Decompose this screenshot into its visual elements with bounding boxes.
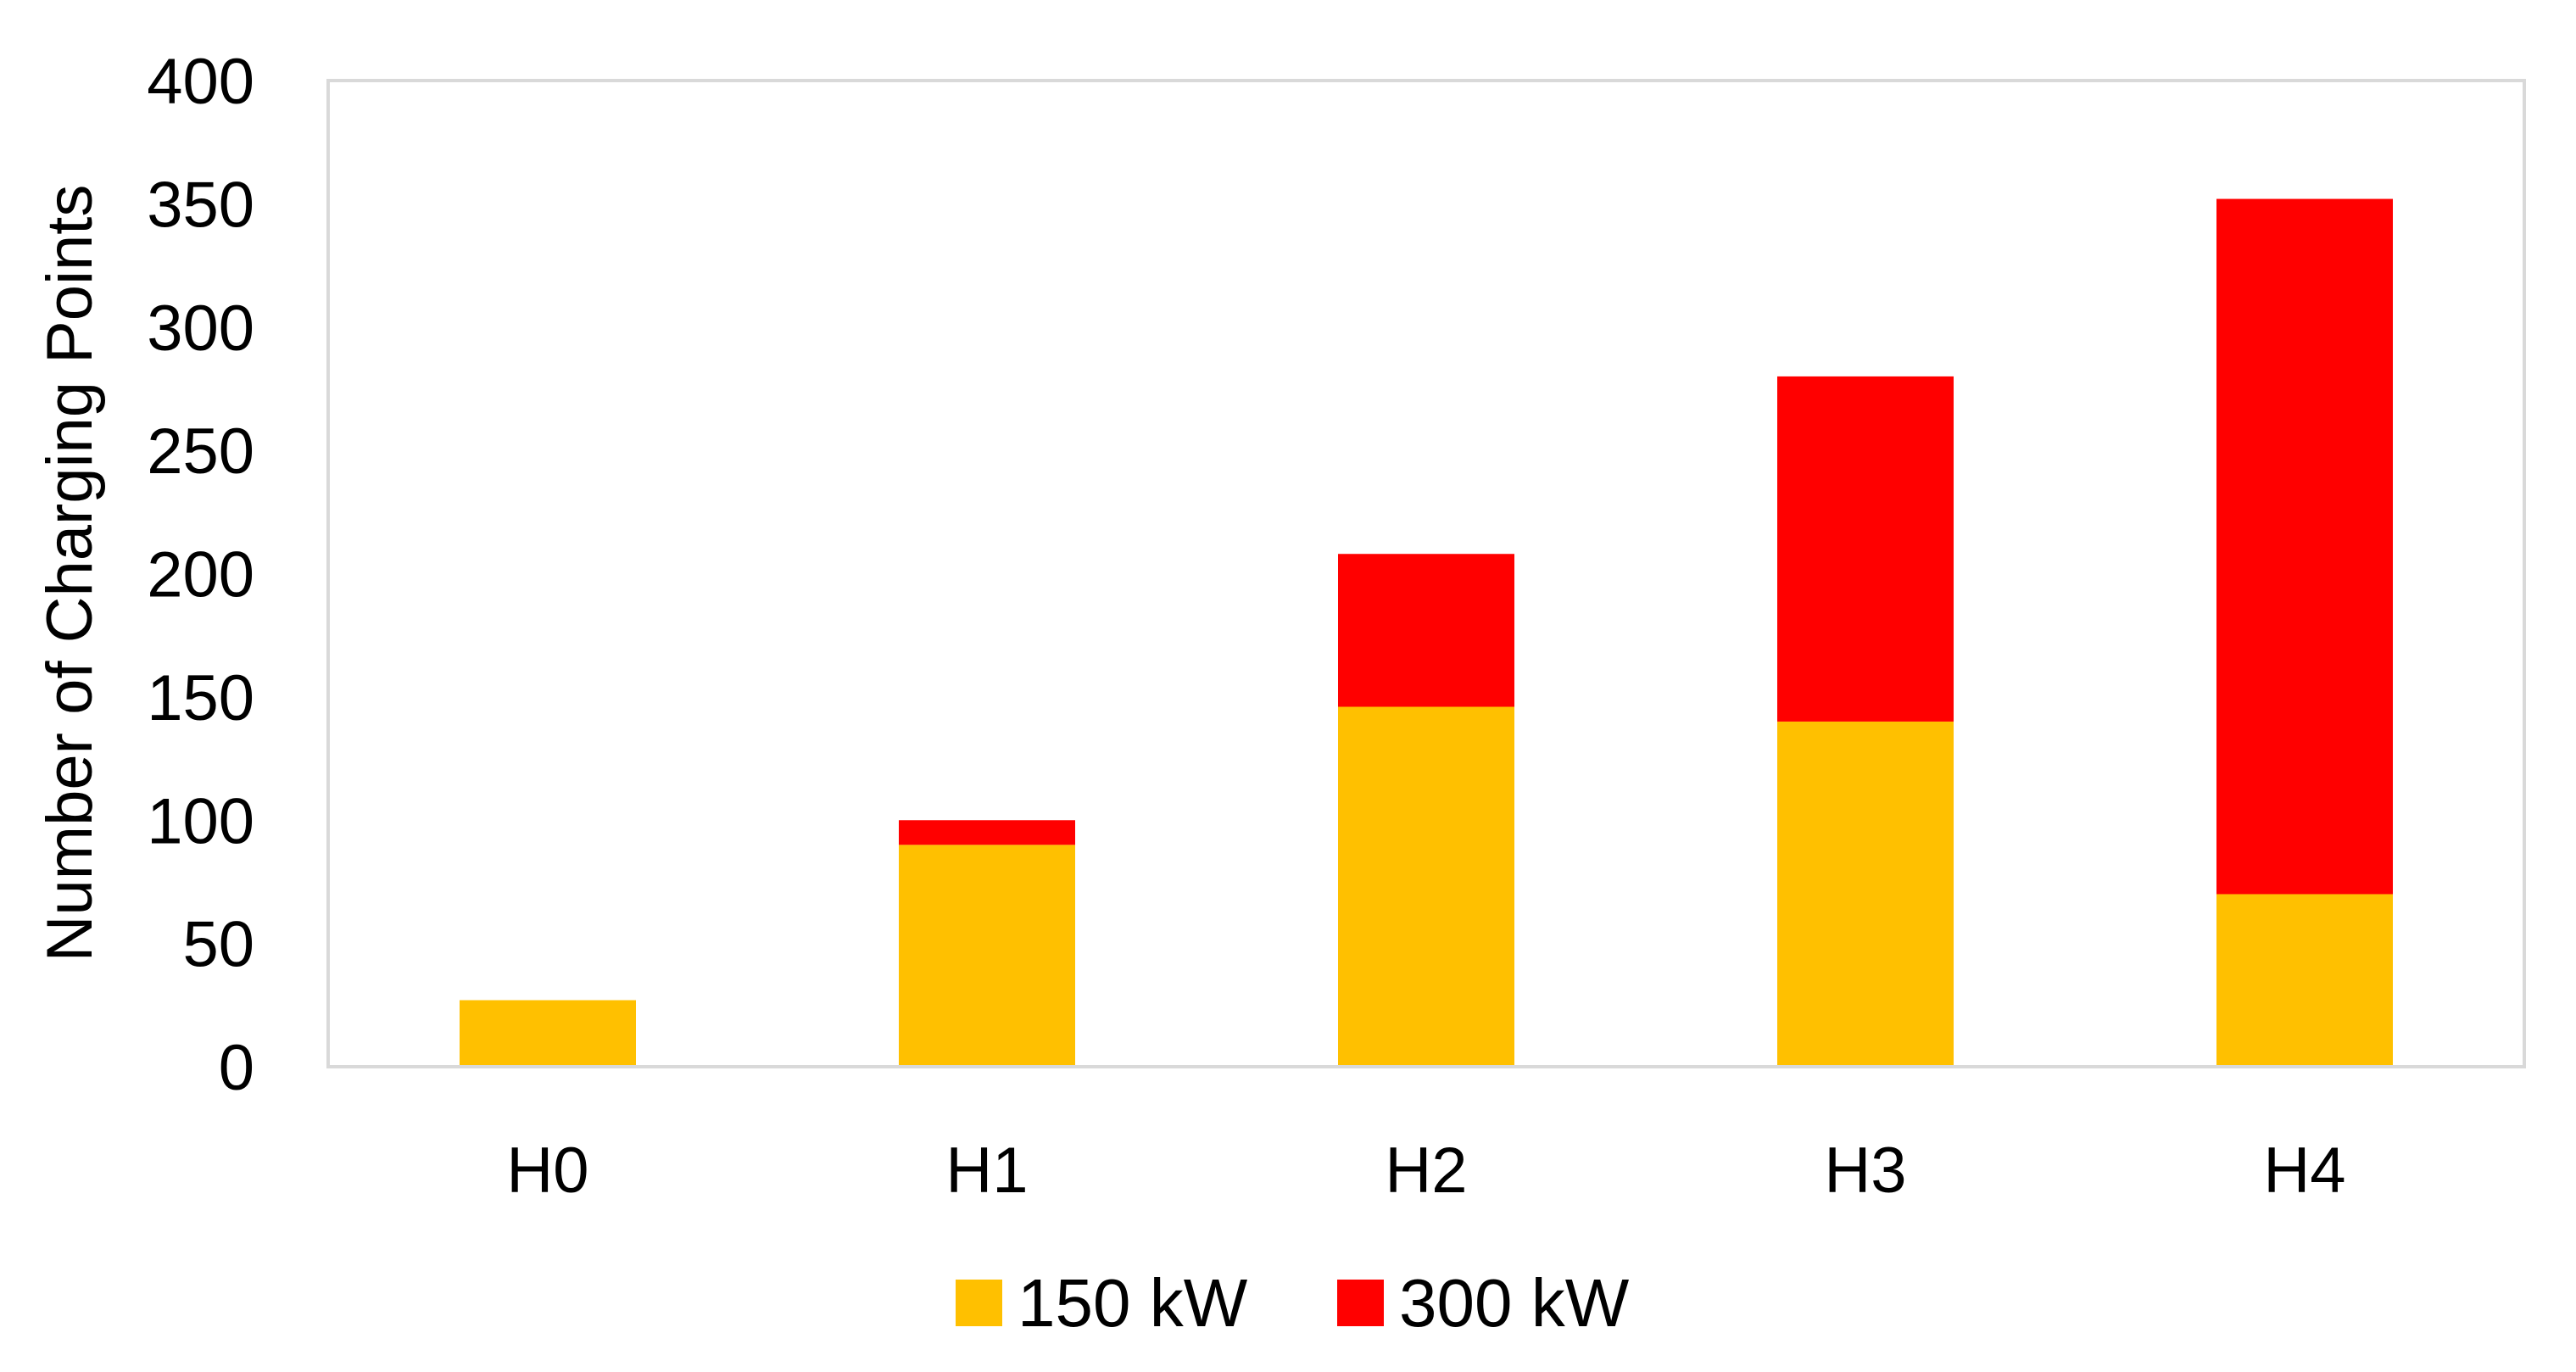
y-tick-label: 250 xyxy=(147,416,254,488)
x-tick-label: H3 xyxy=(1824,1135,1906,1207)
y-tick-label: 300 xyxy=(147,293,254,365)
y-tick-labels: 0 50 100 150 200 250 300 350 400 xyxy=(147,46,254,1104)
bar-h1-series-1 xyxy=(899,845,1075,1067)
y-tick-label: 150 xyxy=(147,662,254,734)
bar-h1-series-2 xyxy=(899,820,1075,845)
bar-h2-series-2 xyxy=(1338,554,1514,707)
y-tick-label: 350 xyxy=(147,169,254,241)
y-tick-label: 50 xyxy=(182,909,254,981)
bar-h4-series-2 xyxy=(2216,198,2393,895)
bar-h4-series-1 xyxy=(2216,894,2393,1067)
bar-h0-series-1 xyxy=(460,1000,636,1067)
x-tick-label: H1 xyxy=(945,1135,1028,1207)
y-axis-label: Number of Charging Points xyxy=(34,185,106,962)
legend-swatch-series-1 xyxy=(956,1280,1002,1326)
legend: 150 kW 300 kW xyxy=(956,1265,1630,1341)
bars-layer xyxy=(460,198,2393,1067)
x-tick-label: H2 xyxy=(1385,1135,1467,1207)
bar-h3-series-2 xyxy=(1777,376,1954,722)
legend-swatch-series-2 xyxy=(1337,1280,1384,1326)
y-tick-label: 400 xyxy=(147,46,254,118)
bar-h2-series-1 xyxy=(1338,706,1514,1067)
y-tick-label: 100 xyxy=(147,785,254,857)
x-tick-label: H0 xyxy=(506,1135,588,1207)
y-tick-label: 0 xyxy=(219,1032,254,1104)
x-tick-labels: H0 H1 H2 H3 H4 xyxy=(506,1135,2345,1207)
y-tick-label: 200 xyxy=(147,539,254,611)
legend-label-series-1: 150 kW xyxy=(1018,1265,1248,1341)
x-tick-label: H4 xyxy=(2263,1135,2345,1207)
bar-h3-series-1 xyxy=(1777,721,1954,1067)
legend-label-series-2: 300 kW xyxy=(1399,1265,1630,1341)
